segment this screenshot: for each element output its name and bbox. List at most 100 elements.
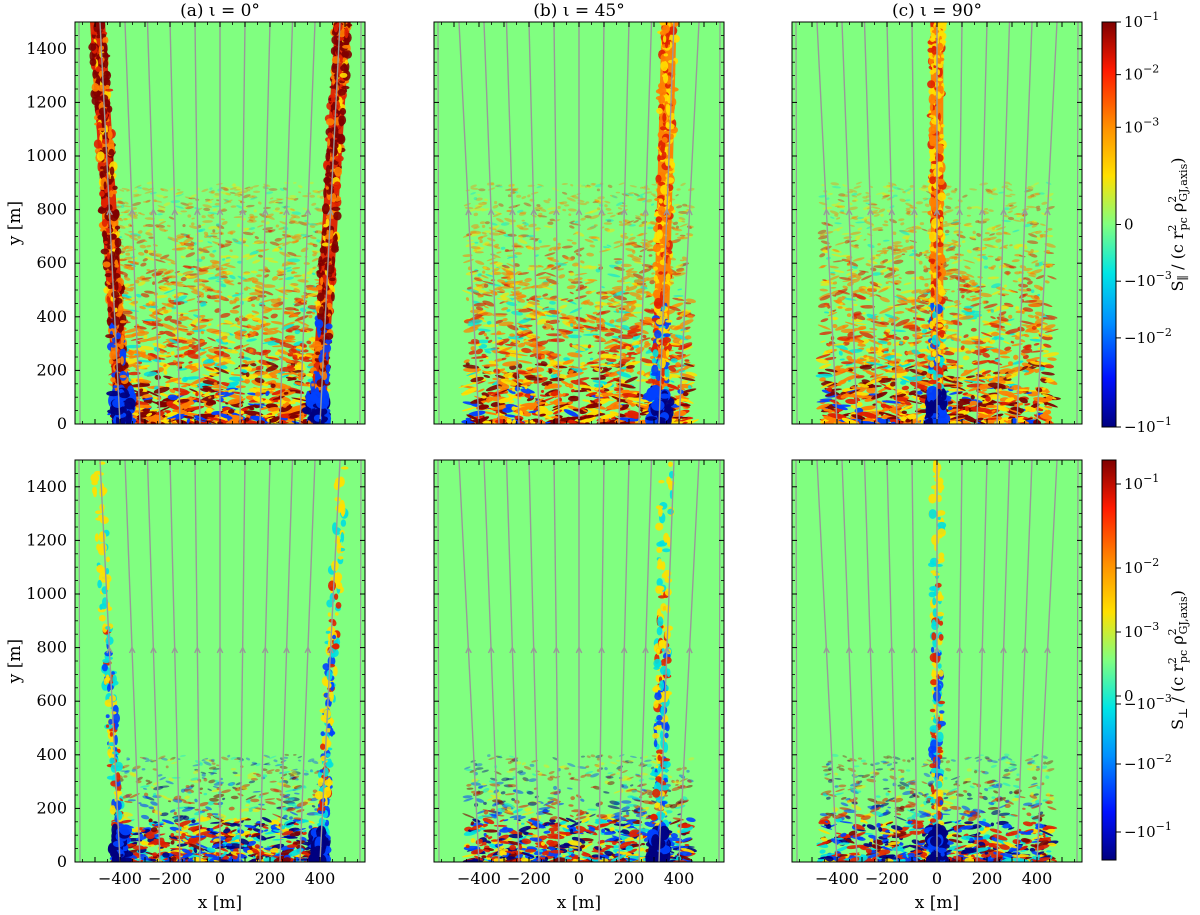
- boundary-line: [795, 460, 798, 862]
- axis-ticks: [75, 459, 365, 863]
- field-lines: [437, 22, 721, 424]
- field-line: [886, 22, 898, 424]
- field-line: [598, 22, 605, 424]
- x-tick-label: −200: [148, 869, 192, 888]
- colorbar-tick-label: 10−1: [1124, 10, 1159, 31]
- field-line-arrow: [261, 646, 269, 654]
- colorbar-2: 10−1 10−2 10−3 0−10−3 −10−2 −10−1 S⊥ / (c r2pc…: [1101, 459, 1190, 861]
- y-tick-label: 1000: [26, 584, 67, 603]
- y-tick-label: 1400: [26, 39, 67, 58]
- x-tick-label: 0: [574, 869, 584, 888]
- field-line: [658, 460, 675, 862]
- field-line-arrow: [487, 208, 495, 216]
- field-line: [259, 460, 271, 862]
- boundary-line: [1076, 460, 1079, 862]
- field-line-arrow: [620, 646, 628, 654]
- field-line: [816, 460, 838, 862]
- field-line-arrow: [171, 646, 179, 654]
- field-line-arrow: [150, 208, 157, 216]
- field-line: [458, 460, 480, 862]
- field-line: [956, 22, 963, 424]
- field-line: [976, 460, 988, 862]
- colorbar-bar: [1101, 21, 1117, 428]
- field-line: [169, 460, 181, 862]
- field-line: [1016, 22, 1033, 424]
- field-line-arrow: [956, 208, 963, 216]
- y-tick-label: 400: [36, 307, 67, 326]
- field-line-arrow: [888, 646, 896, 654]
- heatmap-band-base: [923, 823, 950, 862]
- field-line-arrow: [956, 646, 963, 654]
- field-line-arrow: [911, 208, 918, 216]
- field-line: [483, 22, 500, 424]
- x-tick-label: −400: [98, 869, 142, 888]
- field-line-arrow: [487, 646, 495, 654]
- field-line: [863, 22, 878, 424]
- field-line-arrow: [327, 646, 334, 654]
- axis-ticks: [792, 21, 1082, 425]
- field-line: [618, 22, 630, 424]
- y-axis-label: y [m]: [5, 639, 25, 684]
- field-line: [1016, 460, 1033, 862]
- field-line-arrow: [1021, 208, 1029, 216]
- colorbar-tick-label: −10−2: [1124, 326, 1172, 347]
- boundary-line: [437, 22, 440, 424]
- heatmap-band-base: [645, 822, 673, 862]
- colorbar-tick-label: −10−1: [1124, 820, 1172, 841]
- field-line-arrow: [978, 208, 986, 216]
- y-tick-label: 400: [36, 745, 67, 764]
- x-tick-label: 400: [1022, 869, 1053, 888]
- field-line: [911, 460, 918, 862]
- field-line-arrow: [261, 208, 269, 216]
- boundary-line: [78, 460, 81, 862]
- field-lines: [795, 460, 1079, 862]
- field-line-arrow: [194, 646, 201, 654]
- field-line: [598, 460, 605, 862]
- x-tick-label: 200: [972, 869, 1003, 888]
- field-line: [458, 22, 480, 424]
- field-line: [299, 460, 316, 862]
- colorbar-tick-label: −10−3: [1124, 269, 1172, 290]
- field-line: [996, 460, 1011, 862]
- panel-title: (a) ι = 0°: [180, 1, 260, 21]
- field-line-arrow: [845, 208, 853, 216]
- field-line: [841, 460, 858, 862]
- panel-plot-area: [792, 460, 1082, 862]
- panel-1: 0 200 400 600 800 1000 1200 1400 (a) ι = 0° y [m]: [5, 1, 366, 433]
- panel-4: −400 −200 0 200 400 0 200 400 600 800 1000 1200 1400…: [5, 459, 366, 913]
- field-line: [816, 22, 838, 424]
- field-line: [169, 22, 181, 424]
- field-line: [194, 460, 201, 862]
- field-lines: [78, 22, 362, 424]
- field-line: [658, 22, 675, 424]
- field-line: [1036, 460, 1058, 862]
- field-line: [863, 460, 878, 862]
- field-line-arrow: [978, 646, 986, 654]
- colorbars-layer: 10−110−210−30−10−3−10−2−10−1S∥ / (c r2pc…: [1101, 10, 1190, 861]
- field-line-arrow: [867, 646, 874, 654]
- field-line: [146, 460, 161, 862]
- field-line-arrow: [128, 208, 136, 216]
- field-line-arrow: [1044, 646, 1051, 654]
- field-line-arrow: [530, 208, 538, 216]
- colorbar-label: S⊥ / (c r2pc ρ2GJ,axis): [1166, 590, 1190, 730]
- heatmap-band-base: [643, 384, 675, 424]
- field-line: [259, 22, 271, 424]
- field-line-arrow: [283, 646, 290, 654]
- field-line-arrow: [1000, 646, 1007, 654]
- y-tick-label: 1400: [26, 477, 67, 496]
- boundary-line: [795, 22, 798, 424]
- field-line: [911, 22, 918, 424]
- field-line-arrow: [845, 646, 853, 654]
- field-line-arrow: [1044, 208, 1051, 216]
- field-line: [319, 22, 341, 424]
- field-line-arrow: [888, 208, 896, 216]
- field-line-arrow: [553, 646, 560, 654]
- field-line: [1036, 22, 1058, 424]
- field-line: [239, 460, 246, 862]
- heatmap-band-2: [307, 466, 349, 862]
- panel-plot-area: [75, 22, 365, 424]
- field-line: [886, 460, 898, 862]
- axis-ticks: [75, 21, 365, 425]
- colorbar-tick-label: 10−3: [1124, 115, 1159, 136]
